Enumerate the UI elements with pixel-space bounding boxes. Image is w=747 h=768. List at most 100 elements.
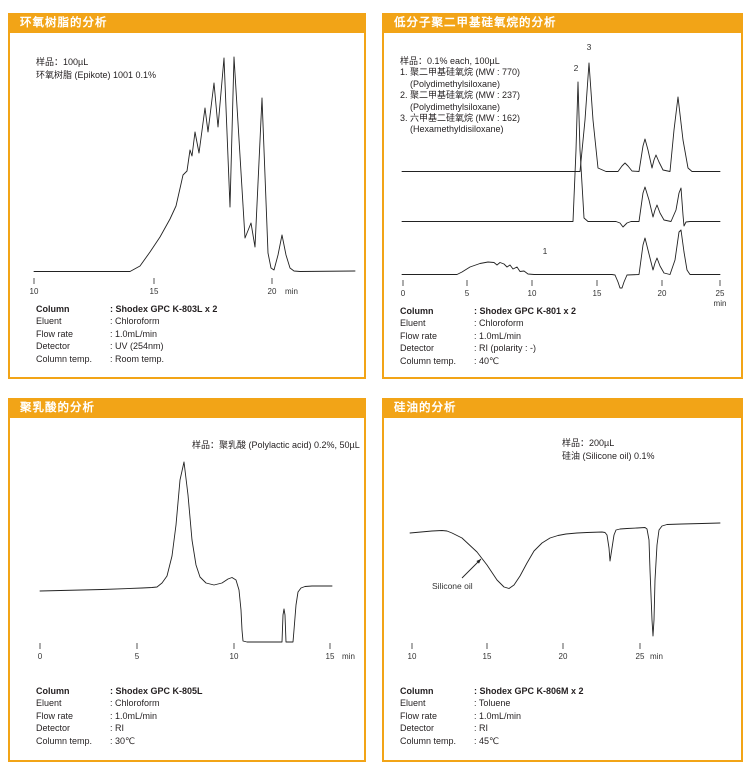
condition-value: : Chloroform — [474, 318, 524, 329]
condition-row: Detector : RI (polarity : -) — [400, 342, 576, 354]
condition-label: Column — [36, 686, 70, 696]
condition-row: Eluent: Chloroform — [36, 697, 203, 709]
condition-value: : UV (254nm) — [110, 341, 164, 352]
condition-row: Column : Shodex GPC K-801 x 2 — [400, 305, 576, 317]
condition-label: Flow rate — [36, 328, 74, 339]
panel-title: 硅油的分析 — [382, 398, 743, 418]
axis-unit-label: min — [342, 652, 355, 661]
conditions-table: Column : Shodex GPC K-801 x 2 Eluent : Chlo… — [400, 305, 576, 367]
condition-label: Detector — [36, 341, 71, 352]
condition-row: Column: Shodex GPC K-806M x 2 — [400, 685, 584, 697]
panel-polydimethylsiloxane: 低分子聚二甲基硅氧烷的分析 0 5 10 15 20 25 min 2 3 1 样品：0.1% e… — [382, 13, 743, 379]
panel-polylactic-acid: 聚乳酸的分析 0 5 10 15 min 样品：聚乳酸 (Polylactic acid… — [8, 398, 366, 762]
condition-label: Column temp. — [36, 353, 93, 364]
condition-value: : 1.0mL/min — [110, 710, 158, 721]
condition-value: : Toluene — [474, 698, 511, 709]
peak-label: Silicone oil — [432, 581, 473, 591]
condition-row: Column: Shodex GPC K-803L x 2 — [36, 303, 217, 315]
panel-title: 低分子聚二甲基硅氧烷的分析 — [382, 13, 743, 33]
condition-label: Flow rate — [400, 710, 438, 721]
condition-row: Detector : UV (254nm) — [36, 340, 217, 352]
chromatogram-trace — [39, 461, 333, 643]
condition-row: Eluent : Chloroform — [400, 317, 576, 329]
condition-value: : Shodex GPC K-801 x 2 — [474, 306, 577, 316]
chromatogram-trace — [401, 229, 721, 289]
sample-info: 样品：0.1% each, 100µL 1. 聚二甲基硅氧烷 (MW : 770)… — [400, 56, 520, 136]
axis-tick-label: 10 — [30, 287, 39, 296]
condition-label: Detector — [400, 343, 435, 354]
sample-line: (Hexamethyldisiloxane) — [410, 124, 504, 135]
condition-row: Flow rate : 1.0mL/min — [400, 710, 584, 722]
condition-row: Flow rate : 1.0mL/min — [36, 710, 203, 722]
condition-label: Flow rate — [36, 710, 74, 721]
condition-label: Detector — [36, 723, 71, 734]
condition-value: : Shodex GPC K-803L x 2 — [110, 304, 218, 314]
condition-value: : 1.0mL/min — [110, 328, 158, 339]
axis-tick-label: 15 — [326, 652, 335, 661]
condition-row: Column temp.: 45℃ — [400, 735, 584, 747]
panel-body: 0 5 10 15 20 25 min 2 3 1 样品：0.1% each, 100µL 1. 聚… — [382, 33, 743, 379]
chromatogram-trace — [401, 62, 721, 172]
annotation-arrowhead — [476, 559, 481, 564]
chromatogram-trace — [401, 81, 721, 228]
sample-info: 样品：200µL 硅油 (Silicone oil) 0.1% — [562, 437, 655, 463]
sample-line: 样品：100µL — [36, 57, 89, 67]
condition-row: Eluent: Chloroform — [36, 315, 217, 327]
condition-label: Column — [400, 306, 434, 316]
axis-unit-label: min — [650, 652, 663, 661]
axis-tick-label: 20 — [268, 287, 277, 296]
condition-value: : RI (polarity : -) — [474, 343, 537, 354]
sample-line: 样品：200µL — [562, 438, 615, 448]
conditions-table: Column: Shodex GPC K-806M x 2 Eluent : Tol… — [400, 685, 584, 747]
condition-label: Eluent — [400, 318, 426, 329]
sample-line: 环氧树脂 (Epikote) 1001 0.1% — [36, 70, 157, 80]
sample-line: 样品：聚乳酸 (Polylactic acid) 0.2%, 50µL — [192, 440, 360, 450]
axis-tick-label: 0 — [38, 652, 43, 661]
condition-row: Column temp. : 40℃ — [400, 355, 576, 367]
sample-line: (Polydimethylsiloxane) — [410, 101, 501, 112]
axis-tick-label: 10 — [230, 652, 239, 661]
condition-label: Column temp. — [400, 735, 457, 746]
condition-row: Eluent : Toluene — [400, 697, 584, 709]
axis-tick-label: 20 — [559, 652, 568, 661]
condition-row: Column: Shodex GPC K-805L — [36, 685, 203, 697]
sample-line: 2. 聚二甲基硅氧烷 (MW : 237) — [400, 90, 521, 101]
chromatogram-trace — [33, 56, 356, 272]
conditions-table: Column: Shodex GPC K-805L Eluent: Chlorof… — [36, 685, 203, 747]
axis-tick-label: 25 — [636, 652, 645, 661]
axis-tick-label: 15 — [150, 287, 159, 296]
peak-label: 1 — [543, 246, 548, 256]
chromatogram-silicone-oil: 10 15 20 25 min Silicone oil — [408, 522, 721, 661]
axis-tick-label: 25 — [716, 289, 725, 298]
condition-value: : 1.0mL/min — [474, 710, 522, 721]
panel-epoxy-resin: 环氧树脂的分析 10 15 20 min 样品：100µL 环氧树脂 (Epikote)… — [8, 13, 366, 379]
sample-line: 1. 聚二甲基硅氧烷 (MW : 770) — [400, 67, 521, 78]
axis-unit-label: min — [285, 287, 298, 296]
sample-line: 硅油 (Silicone oil) 0.1% — [562, 451, 655, 461]
condition-value: : RI — [110, 723, 125, 734]
panel-silicone-oil: 硅油的分析 10 15 20 25 min Silicone oil 样品：200µL 硅油… — [382, 398, 743, 762]
condition-label: Column temp. — [400, 355, 457, 366]
condition-label: Column — [400, 686, 434, 696]
sample-info: 样品：100µL 环氧树脂 (Epikote) 1001 0.1% — [36, 56, 156, 82]
condition-value: : Chloroform — [110, 316, 160, 327]
condition-row: Detector: RI — [400, 722, 584, 734]
condition-row: Flow rate : 1.0mL/min — [36, 328, 217, 340]
condition-value: : 40℃ — [474, 355, 500, 366]
condition-value: : 1.0mL/min — [474, 330, 522, 341]
condition-value: : RI — [474, 723, 489, 734]
condition-row: Flow rate: 1.0mL/min — [400, 330, 576, 342]
conditions-table: Column: Shodex GPC K-803L x 2 Eluent: Chl… — [36, 303, 217, 365]
condition-row: Column temp.: 30℃ — [36, 735, 203, 747]
panel-title: 环氧树脂的分析 — [8, 13, 366, 33]
chromatogram-trace — [409, 522, 721, 637]
condition-value: : Room temp. — [110, 353, 165, 364]
axis-tick-label: 5 — [135, 652, 140, 661]
sample-info: 样品：聚乳酸 (Polylactic acid) 0.2%, 50µL — [192, 439, 360, 452]
sample-line: (Polydimethylsiloxane) — [410, 78, 501, 89]
panel-title: 聚乳酸的分析 — [8, 398, 366, 418]
panel-body: 0 5 10 15 min 样品：聚乳酸 (Polylactic acid) 0.2%,… — [8, 418, 366, 762]
axis-tick-label: 20 — [658, 289, 667, 298]
condition-label: Eluent — [400, 698, 426, 709]
